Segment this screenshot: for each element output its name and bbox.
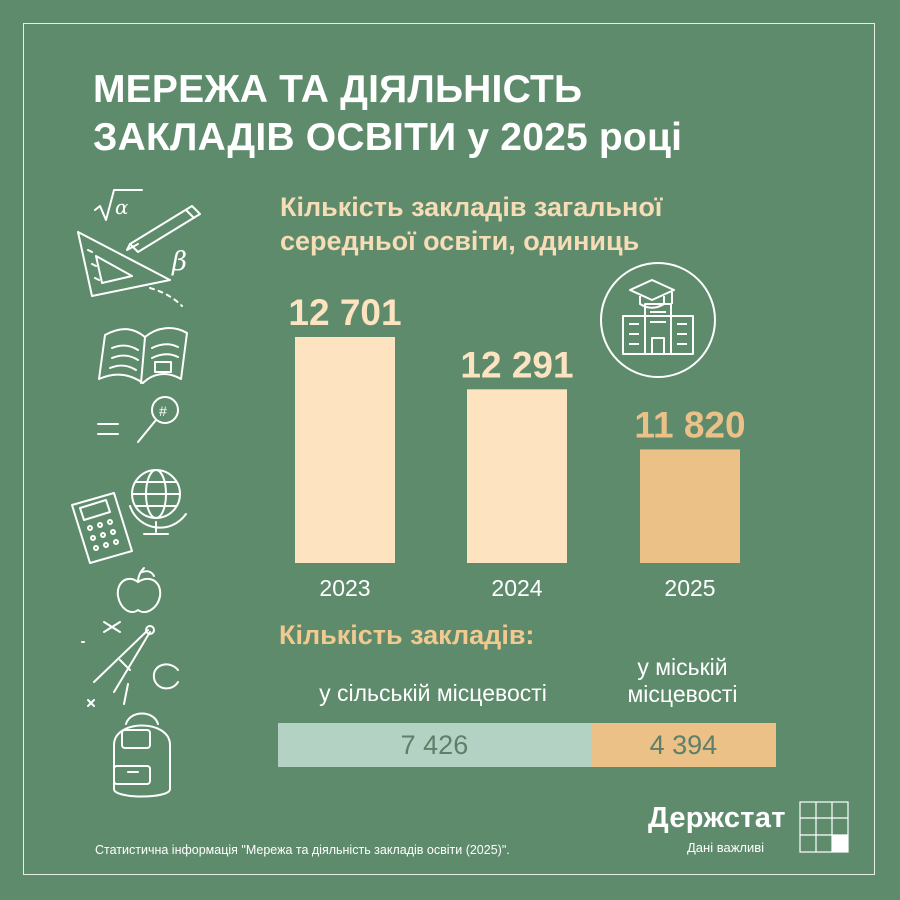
calculator-icon <box>71 492 133 564</box>
page-frame <box>23 23 875 875</box>
urban-label: у міській місцевості <box>590 654 775 708</box>
math-symbols-icon: α β <box>94 189 187 277</box>
apple-icon <box>116 567 162 614</box>
category-label-2023: 2023 <box>319 575 370 601</box>
compass-icon <box>81 621 179 707</box>
urban-label-line-2: місцевості <box>627 681 738 707</box>
open-book-icon <box>98 327 188 384</box>
page-title-line-1: МЕРЕЖА ТА ДІЯЛЬНІСТЬ <box>93 68 583 111</box>
logo-tagline: Дані важливі <box>687 840 765 855</box>
rural-value: 7 426 <box>400 729 469 760</box>
urban-value: 4 394 <box>649 729 718 760</box>
svg-text:α: α <box>115 195 129 219</box>
bar-chart: 12 701 2023 12 291 2024 11 820 2025 <box>288 262 746 601</box>
bar-2024 <box>467 389 567 563</box>
geometry-tools-icon <box>77 231 183 307</box>
value-label-2025: 11 820 <box>634 404 745 445</box>
category-label-2025: 2025 <box>664 575 715 601</box>
location-stacked-bar: 7 426 4 394 <box>278 723 776 767</box>
magnifier-icon: # <box>97 396 179 443</box>
chart-title-line-2: середньої освіти, одиниць <box>280 226 640 256</box>
backpack-icon <box>113 712 171 798</box>
chart-title-line-1: Кількість закладів загальної <box>280 192 663 222</box>
bar-2025 <box>640 449 740 563</box>
globe-icon <box>129 469 187 535</box>
urban-label-line-1: у міській <box>637 654 728 680</box>
page-title: МЕРЕЖА ТА ДІЯЛЬНІСТЬ ЗАКЛАДІВ ОСВІТИ у 2… <box>93 66 813 162</box>
school-building-icon <box>600 262 716 378</box>
urban-segment: 4 394 <box>590 723 776 767</box>
svg-text:#: # <box>159 403 167 419</box>
value-label-2023: 12 701 <box>288 292 401 333</box>
bar-2023 <box>295 337 395 563</box>
chart-bars: 12 701 2023 12 291 2024 11 820 2025 <box>288 292 745 601</box>
rural-label: у сільській місцевості <box>319 680 547 706</box>
value-label-2024: 12 291 <box>460 344 573 385</box>
rural-segment: 7 426 <box>278 723 591 767</box>
category-label-2024: 2024 <box>491 575 542 601</box>
logo-name: Держстат <box>648 802 786 834</box>
pencil-icon <box>126 205 201 253</box>
source-note: Статистична інформація "Мережа та діяльн… <box>95 843 510 857</box>
chart-title: Кількість закладів загальної середньої о… <box>280 190 760 258</box>
svg-text:β: β <box>171 247 187 277</box>
page-title-line-2: ЗАКЛАДІВ ОСВІТИ у 2025 році <box>93 116 683 159</box>
locations-title: Кількість закладів: <box>279 620 535 650</box>
